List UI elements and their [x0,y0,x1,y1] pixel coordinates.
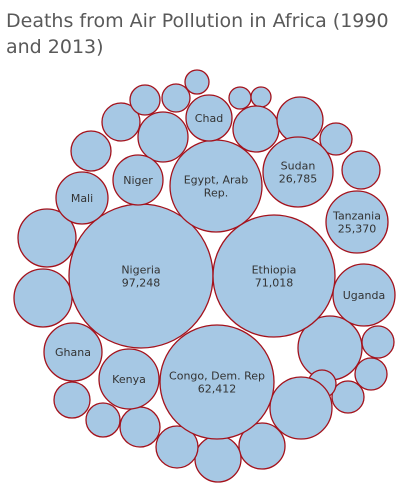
bubble-label-egypt-arab-rep: Egypt, Arab [184,174,249,187]
bubble-label-congo-dem-rep: Congo, Dem. Rep [169,370,265,383]
bubble-label-ghana: Ghana [55,346,91,359]
bubble-value-tanzania: 25,370 [338,223,377,236]
bubble-niger [112,154,164,206]
bubble-label-mali: Mali [71,192,93,205]
bubble-value-nigeria: 97,248 [122,277,161,290]
bubble-unlabeled-22 [194,435,242,483]
bubble-mali [55,171,109,225]
bubble-ghana [43,322,103,382]
bubble-unlabeled-12 [276,96,324,144]
bubble-label-tanzania: Tanzania [332,210,381,223]
bubble-unlabeled-26 [53,381,91,419]
chart-title: Deaths from Air Pollution in Africa (199… [6,10,389,58]
bubble-label-egypt-arab-rep: Rep. [204,187,228,200]
bubble-unlabeled-10 [250,86,272,108]
bubble-unlabeled-2 [13,268,73,328]
bubble-tanzania [325,190,389,254]
bubble-value-sudan: 26,785 [279,173,318,186]
bubble-label-kenya: Kenya [112,373,146,386]
bubble-unlabeled-18 [331,380,365,414]
bubble-label-nigeria: Nigeria [121,264,160,277]
bubble-value-ethiopia: 71,018 [255,277,294,290]
bubble-value-congo-dem-rep: 62,412 [198,383,237,396]
bubble-unlabeled-25 [85,402,121,438]
bubble-unlabeled-23 [155,425,199,469]
bubble-kenya [98,348,160,410]
bubble-unlabeled-16 [361,325,395,359]
bubble-unlabeled-7 [161,83,191,113]
bubble-label-uganda: Uganda [343,289,385,302]
bubble-label-niger: Niger [123,174,153,187]
bubble-label-ethiopia: Ethiopia [252,264,297,277]
bubble-unlabeled-6 [137,111,189,163]
bubble-unlabeled-3 [70,130,112,172]
bubble-unlabeled-5 [129,84,161,116]
bubble-congo-dem-rep [159,324,275,440]
bubble-chad [185,94,233,142]
bubble-unlabeled-17 [354,357,388,391]
bubble-label-sudan: Sudan [281,160,316,173]
bubble-unlabeled-21 [238,422,286,470]
bubble-ethiopia [212,214,336,338]
bubble-unlabeled-1 [17,208,77,268]
bubble-sudan [262,136,334,208]
bubble-unlabeled-11 [232,105,280,153]
bubble-unlabeled-4 [101,102,141,142]
bubble-unlabeled-14 [341,150,381,190]
bubble-unlabeled-13 [319,122,353,156]
bubble-label-chad: Chad [195,112,223,125]
bubble-unlabeled-24 [119,406,161,448]
bubble-group [13,69,396,483]
bubble-unlabeled-9 [228,86,252,110]
bubble-unlabeled-8 [184,69,210,95]
bubble-unlabeled-20 [269,376,333,440]
bubble-uganda [332,263,396,327]
